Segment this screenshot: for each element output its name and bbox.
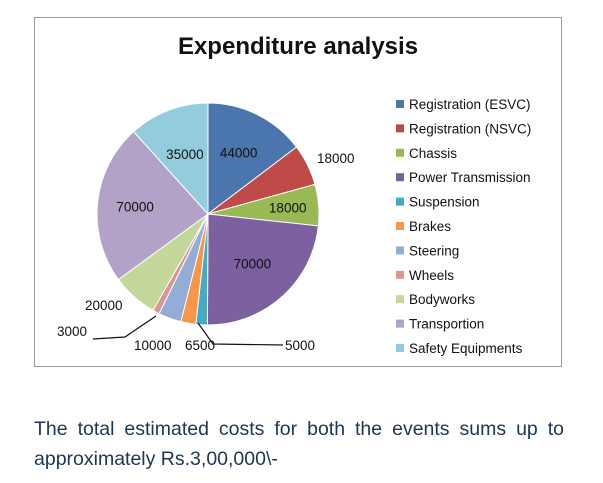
legend-swatch-transportion bbox=[396, 319, 404, 328]
legend-label-steering: Steering bbox=[409, 243, 459, 258]
legend-label-suspension: Suspension bbox=[409, 195, 480, 210]
data-label-safety-equipments: 35000 bbox=[166, 147, 204, 162]
legend-label-transportion: Transportion bbox=[409, 317, 484, 332]
data-label-steering: 10000 bbox=[134, 338, 172, 353]
legend-swatch-suspension bbox=[396, 197, 404, 206]
legend-swatch-chassis bbox=[396, 148, 404, 157]
leader-line-suspension bbox=[197, 322, 284, 346]
legend-swatch-wheels bbox=[396, 270, 404, 279]
pie-slice-registration-esvc bbox=[207, 102, 298, 216]
legend-swatch-registration-nsvc bbox=[396, 124, 404, 133]
pie-slice-safety-equipments bbox=[132, 102, 209, 216]
data-label-suspension: 5000 bbox=[285, 338, 315, 353]
legend-swatch-bodyworks bbox=[396, 295, 404, 304]
chart-title: Expenditure analysis bbox=[177, 33, 419, 60]
data-label-chassis: 18000 bbox=[269, 201, 307, 216]
legend-label-bodyworks: Bodyworks bbox=[409, 292, 475, 307]
legend-label-power-transmission: Power Transmission bbox=[409, 170, 531, 185]
legend-label-registration-nsvc: Registration (NSVC) bbox=[409, 121, 531, 136]
pie-slice-power-transmission bbox=[206, 213, 319, 326]
data-label-transportion: 70000 bbox=[116, 200, 154, 215]
legend-label-wheels: Wheels bbox=[409, 268, 454, 283]
legend-label-brakes: Brakes bbox=[409, 219, 451, 234]
data-label-power-transmission: 70000 bbox=[234, 257, 272, 272]
legend-swatch-safety-equipments bbox=[396, 344, 404, 352]
legend-swatch-brakes bbox=[396, 222, 404, 230]
data-label-registration-esvc: 44000 bbox=[220, 145, 258, 160]
pie-slice-transportion bbox=[96, 130, 209, 281]
data-label-wheels: 3000 bbox=[57, 324, 87, 339]
chart-frame: Expenditure analysis 44000 18000 18000 7000… bbox=[34, 17, 562, 367]
legend-swatch-registration-esvc bbox=[396, 100, 404, 108]
pie-chart: 44000 18000 18000 70000 5000 6500 10000 3000 200… bbox=[57, 97, 531, 356]
leader-line-wheels bbox=[92, 315, 157, 340]
legend-label-chassis: Chassis bbox=[409, 146, 457, 161]
caption-text: The total estimated costs for both the e… bbox=[34, 418, 564, 470]
data-label-brakes: 6500 bbox=[185, 338, 215, 353]
data-label-registration-nsvc: 18000 bbox=[317, 151, 355, 166]
legend-label-registration-esvc: Registration (ESVC) bbox=[409, 97, 531, 112]
legend-swatch-steering bbox=[396, 246, 404, 255]
data-label-bodyworks: 20000 bbox=[85, 298, 123, 313]
legend-label-safety-equipments: Safety Equipments bbox=[409, 341, 523, 356]
legend-swatch-power-transmission bbox=[396, 173, 404, 182]
